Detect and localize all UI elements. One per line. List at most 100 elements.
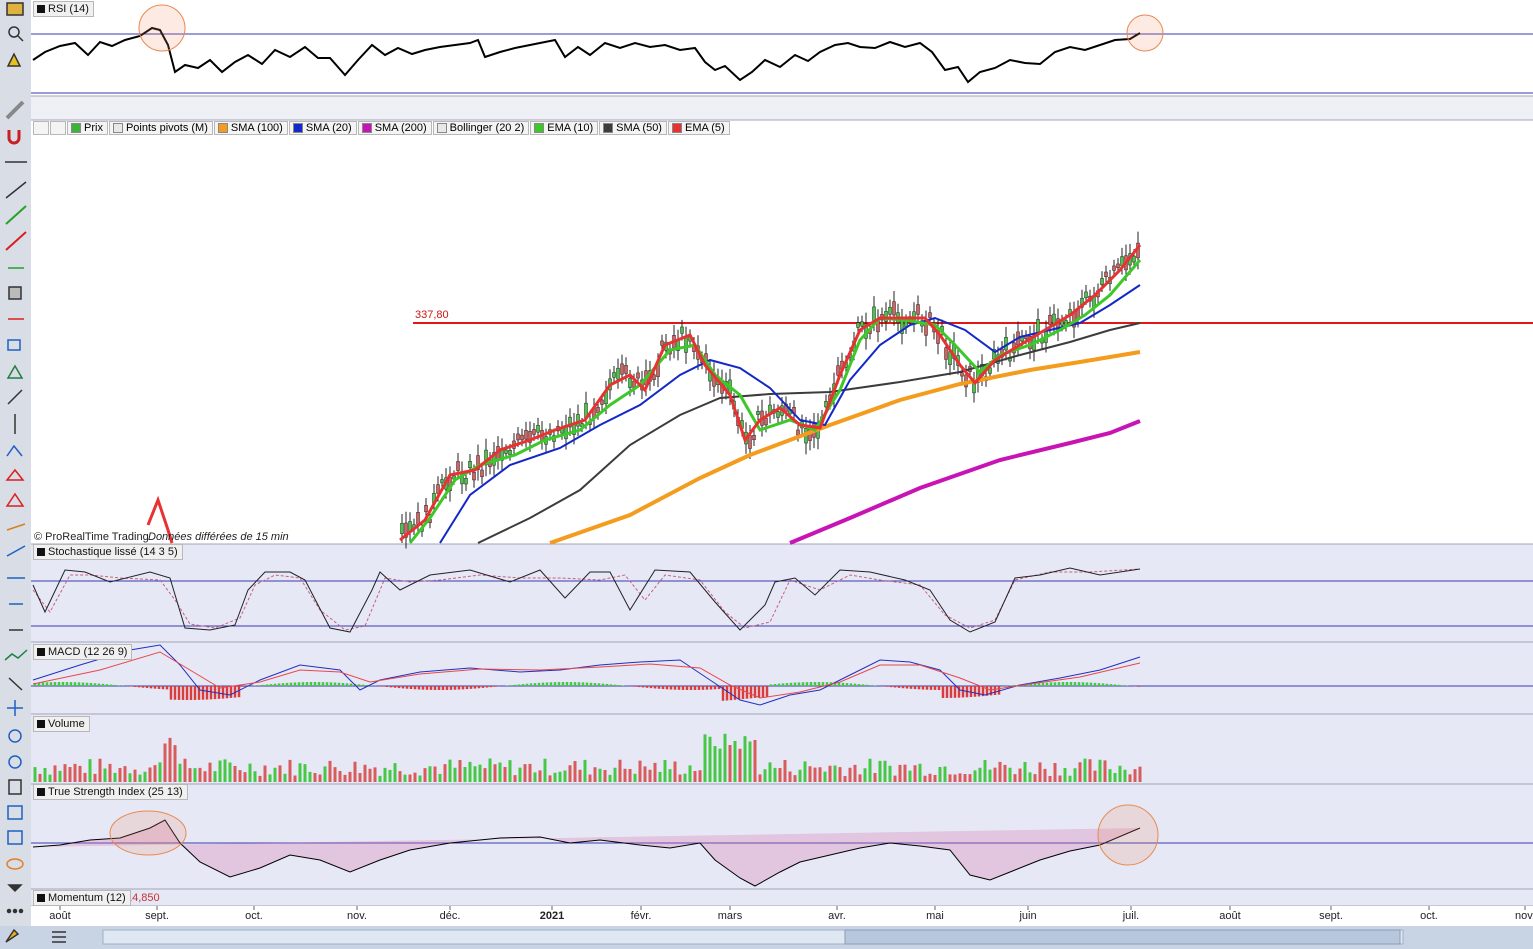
momentum-value: 14,850 [126,892,160,904]
x-axis-label: juil. [1122,910,1140,922]
highlight-circle [109,810,187,856]
candle-body [752,434,756,440]
legend-button[interactable] [33,121,49,135]
candle-body [960,372,964,377]
candle-body [468,460,472,469]
candle-body [836,365,840,376]
candle-body [504,449,508,454]
x-axis-label: sept. [1319,910,1343,922]
legend-swatch [534,123,545,133]
legend-label: EMA (5) [684,122,725,134]
candle-body [796,429,800,436]
sma-200-line [789,419,1141,545]
legend-swatch [217,123,228,133]
candle-body [1036,319,1040,334]
candle-body [1116,263,1120,268]
legend-item[interactable]: Bollinger (20 2) [432,121,530,135]
macd-line [32,644,1141,706]
macd-histogram [33,682,1141,701]
panel-label[interactable]: RSI (14) [33,1,94,17]
level-label: 337,80 [415,309,449,321]
sma-20-line [439,284,1141,544]
candle-body [576,414,580,427]
panel-label[interactable]: Stochastique lissé (14 3 5) [33,544,183,560]
candle-body [516,433,520,441]
legend-item[interactable]: SMA (200) [357,121,432,135]
x-axis-label: sept. [145,910,169,922]
candle-body [568,416,572,428]
candle-body [1100,278,1104,286]
candle-body [400,522,404,534]
stoch-line [32,567,1141,633]
panel-label[interactable]: Momentum (12) [33,890,131,906]
x-axis-label: déc. [440,910,461,922]
candle-body [440,479,444,484]
candle-body [628,378,632,388]
legend-item[interactable]: EMA (5) [667,121,730,135]
legend-label: Prix [84,122,103,134]
legend-swatch [671,123,682,133]
panel-label[interactable]: True Strength Index (25 13) [33,784,188,800]
candle-body [508,449,512,455]
legend-item[interactable]: SMA (100) [213,121,288,135]
legend-label: Points pivots (M) [125,122,208,134]
candle-body [660,340,664,346]
candle-body [944,347,948,360]
candle-body [616,367,620,380]
candle-body [1132,255,1136,263]
candle-body [888,306,892,315]
candle-body [1048,315,1052,325]
x-axis: août sept. oct. nov. déc. 2021 févr. mars avr. ma… [49,906,1533,922]
x-axis-label: avr. [828,910,846,922]
legend-item[interactable]: Points pivots (M) [108,121,213,135]
legend-label: SMA (100) [230,122,283,134]
candle-body [1084,291,1088,299]
candle-body [404,522,408,538]
candle-body [764,417,768,426]
price-bg [31,120,1533,544]
candle-body [756,411,760,415]
candle-body [492,452,496,466]
candle-body [476,455,480,470]
legend-button[interactable] [50,121,66,135]
candle-body [916,304,920,315]
legend-label: SMA (50) [616,122,662,134]
legend-item[interactable]: Prix [67,121,108,135]
legend-item[interactable]: EMA (10) [530,121,599,135]
legend-swatch [71,123,81,133]
stoch-signal [32,568,1141,631]
x-axis-label: juin [1018,910,1036,922]
candle-body [536,424,540,433]
ema-5-line [399,244,1142,542]
candle-body [464,478,468,485]
indicator-bg [31,544,1533,906]
legend-label: Bollinger (20 2) [449,122,525,134]
candle-body [872,306,876,321]
candle-body [532,429,536,435]
x-axis-label: mai [926,910,944,922]
panel-label[interactable]: Volume [33,716,90,732]
candle-body [416,512,420,525]
candle-body [1104,271,1108,278]
delay-note: Données différées de 15 min [148,531,289,543]
scroll-thumb[interactable] [844,929,1401,945]
highlight-circle [1126,14,1164,52]
panel-label[interactable]: MACD (12 26 9) [33,644,133,660]
x-axis-label: oct. [245,910,263,922]
legend-label: SMA (20) [305,122,352,134]
candle-body [892,301,896,316]
candle-body [436,484,440,494]
legend-label: SMA (200) [374,122,427,134]
legend-swatch [361,123,372,133]
legend-item[interactable]: SMA (20) [288,121,357,135]
sma-50-line [477,322,1141,544]
x-axis-label: nov. [1515,910,1533,922]
sma-100-line [549,350,1141,545]
legend-swatch [436,123,447,133]
candle-body [484,449,488,466]
toolbar-icons[interactable] [4,2,66,943]
x-axis-label: févr. [631,910,652,922]
legend-swatch [603,123,614,133]
legend-item[interactable]: SMA (50) [599,121,667,135]
